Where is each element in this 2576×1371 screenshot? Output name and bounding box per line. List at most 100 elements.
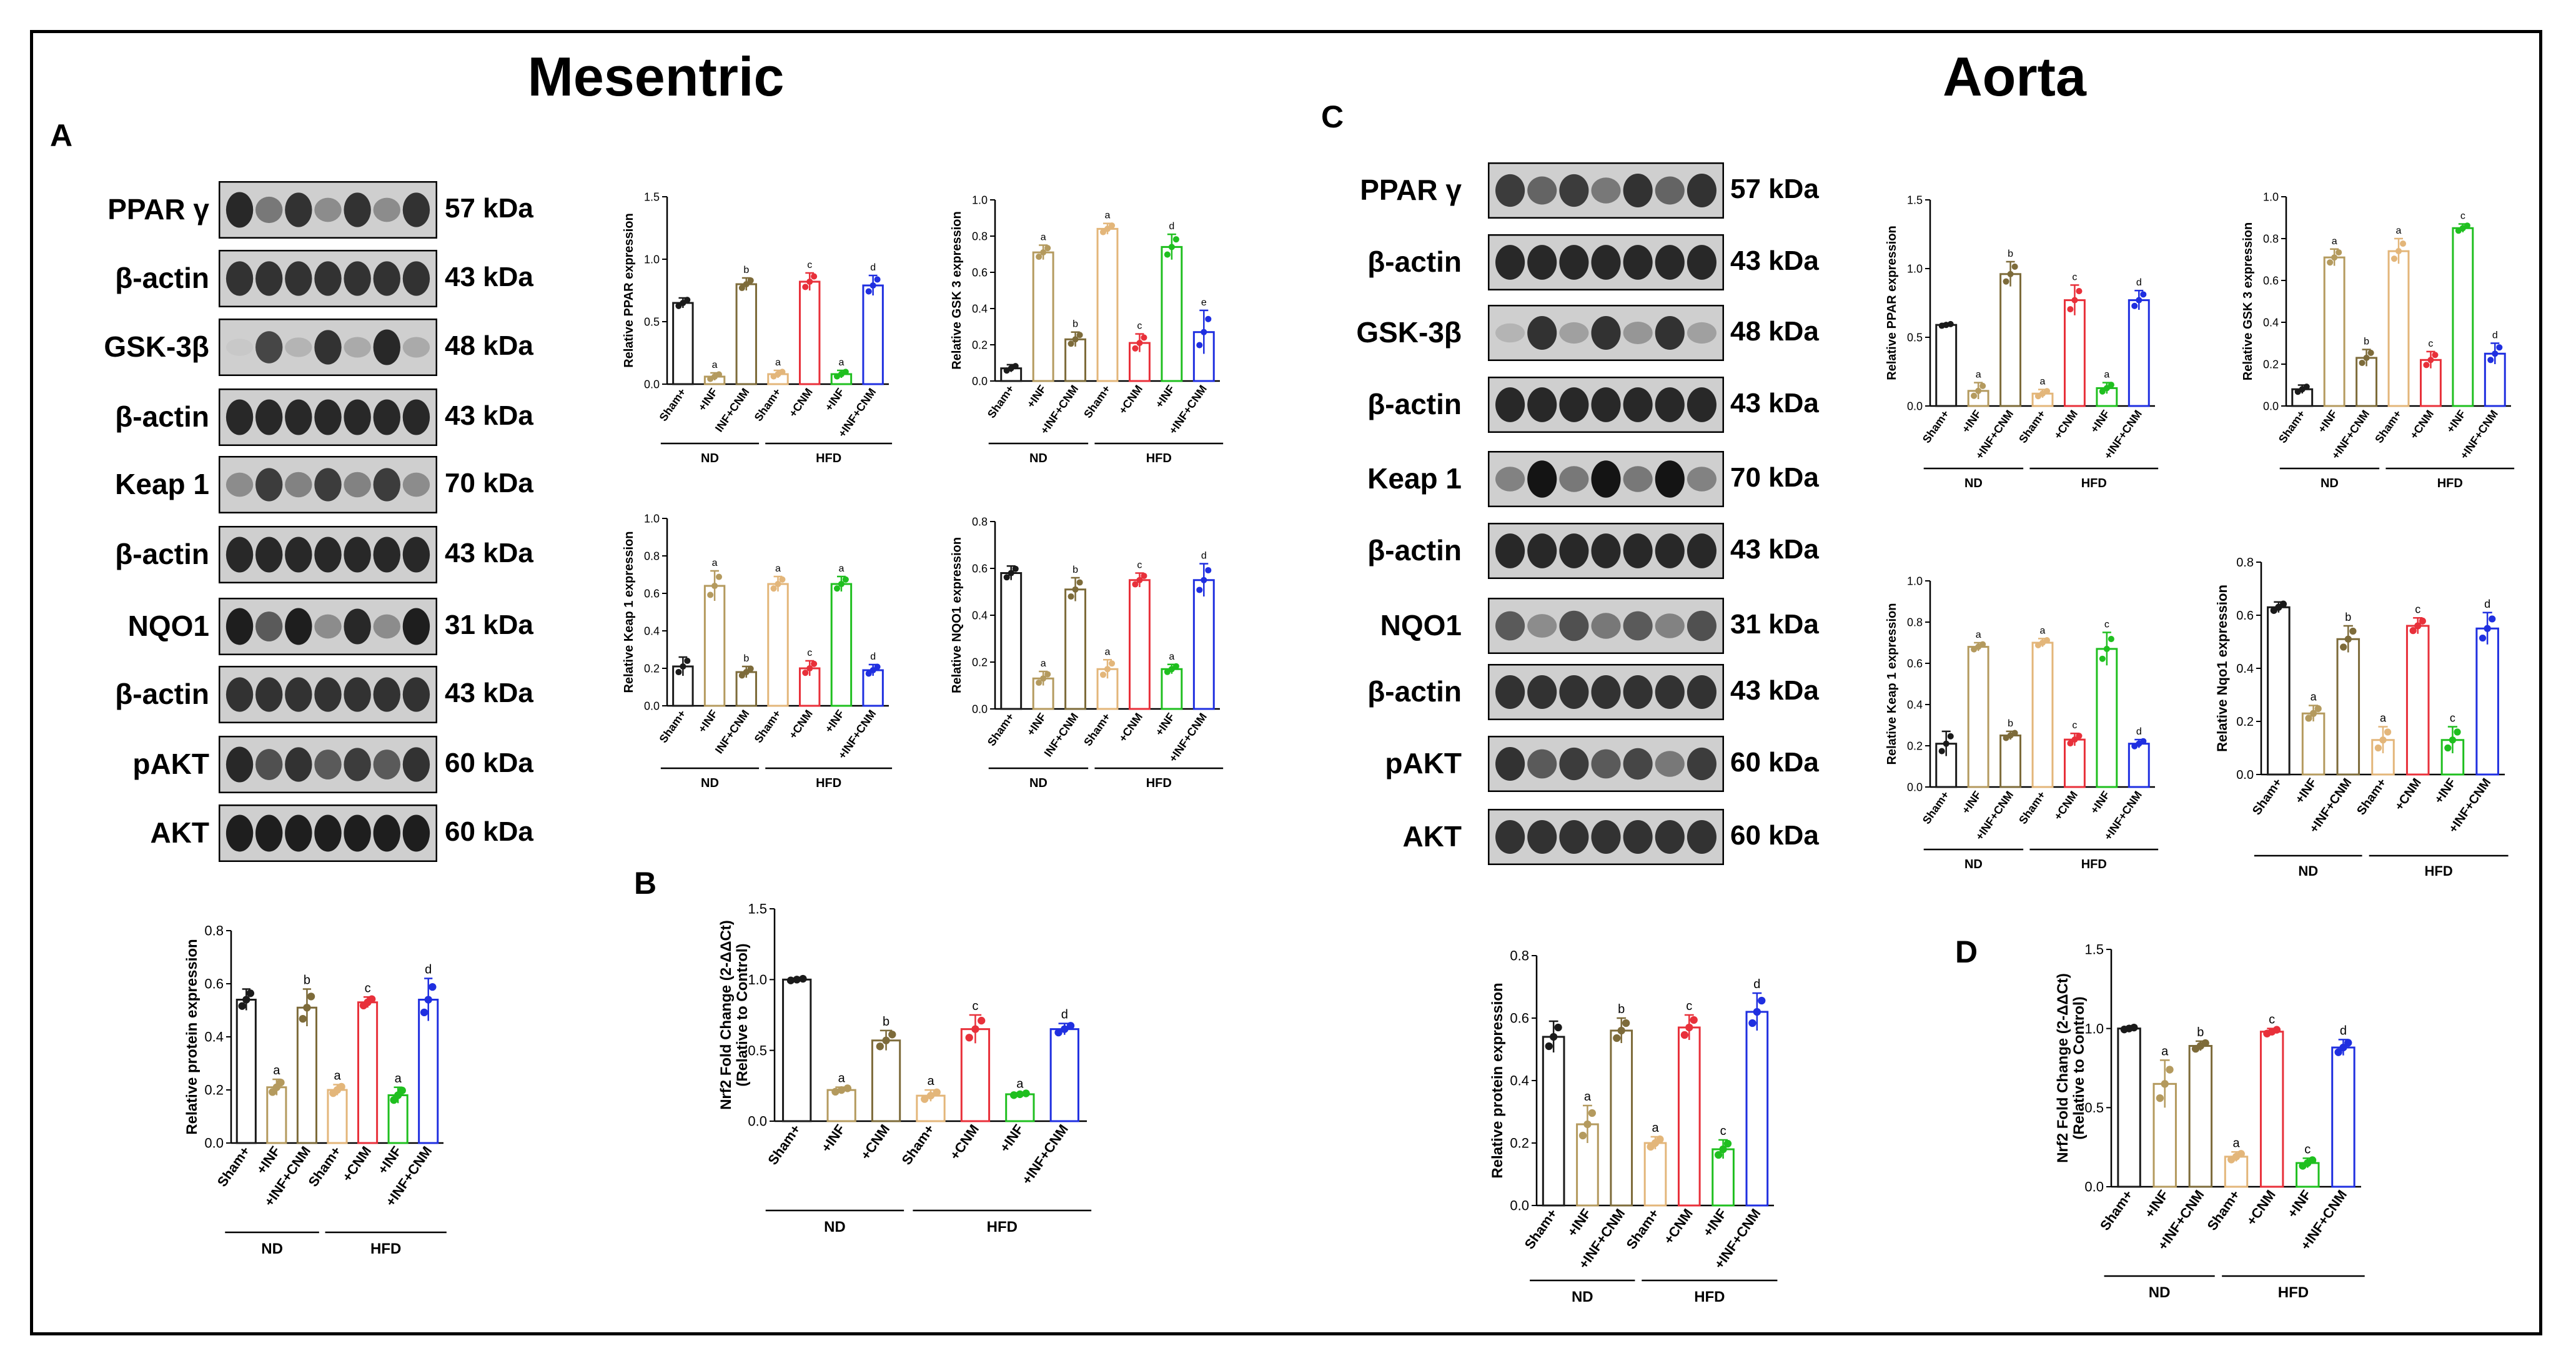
bar-3 xyxy=(1643,1142,1667,1207)
data-point xyxy=(238,1002,246,1010)
data-point xyxy=(1753,1007,1761,1016)
data-point xyxy=(1723,1139,1732,1148)
chart-m_keap: 0.0 0.2 0.4 0.6 0.8 1.0 Relative Keap 1 expres… xyxy=(618,509,893,815)
blot-band xyxy=(344,472,371,498)
bar-6 xyxy=(418,999,439,1144)
blot-band xyxy=(402,399,430,435)
data-point xyxy=(2367,349,2374,356)
chart-svg-a_gsk: 0.0 0.2 0.4 0.6 0.8 1.0 Relative GSK 3 express… xyxy=(2241,191,2515,490)
blot-band xyxy=(1559,610,1589,641)
data-point xyxy=(842,369,849,375)
data-point xyxy=(1758,996,1766,1005)
blot-band xyxy=(1527,820,1557,854)
blot-strip-a-9 xyxy=(1488,809,1724,865)
data-point xyxy=(1748,1019,1756,1027)
x-tick-label: Sham+ xyxy=(2372,408,2404,445)
x-tick-label: +INF xyxy=(823,386,847,413)
group-label-hfd: HFD xyxy=(1146,776,1172,790)
x-tick-label: Sham+ xyxy=(2016,408,2048,445)
blot-band xyxy=(1687,387,1717,422)
data-point xyxy=(1554,1023,1562,1032)
data-point xyxy=(869,282,876,289)
blot-band xyxy=(344,814,371,852)
blot-band xyxy=(1623,675,1653,709)
x-tick-label: +CNM xyxy=(2051,789,2080,823)
data-point xyxy=(2479,634,2487,642)
y-tick-label: 0.2 xyxy=(1510,1136,1529,1151)
y-tick-label: 0.2 xyxy=(2236,715,2254,729)
group-label-hfd: HFD xyxy=(2425,863,2453,879)
chart-svg-a_keap: 0.0 0.2 0.4 0.6 0.8 1.0 Relative Keap 1 expres… xyxy=(1885,575,2159,871)
data-point xyxy=(921,1095,929,1103)
blot-label-m-4: Keap 1 xyxy=(115,468,209,500)
bar-4 xyxy=(357,1001,379,1144)
data-point xyxy=(1979,641,1986,648)
data-point xyxy=(711,582,718,590)
significance-letter: a xyxy=(2380,712,2387,725)
blot-band xyxy=(1687,467,1717,492)
blot-band xyxy=(1559,675,1589,709)
blot-label-m-7: β-actin xyxy=(115,678,209,710)
blot-band xyxy=(314,197,342,222)
x-tick-label: +INF xyxy=(2141,1187,2171,1221)
bar-4 xyxy=(960,1028,991,1122)
y-tick-label: 0.2 xyxy=(972,656,988,668)
bar-1 xyxy=(703,585,726,707)
blot-strip-m-3 xyxy=(219,389,437,446)
significance-letter: c xyxy=(2072,720,2077,731)
data-point xyxy=(833,585,841,592)
data-point xyxy=(2166,1066,2174,1074)
blot-band xyxy=(1655,387,1685,422)
data-point xyxy=(965,1034,973,1042)
bar-1 xyxy=(2301,712,2326,776)
blot-band xyxy=(1687,747,1717,781)
blot-band xyxy=(1655,460,1685,498)
blot-kda-m-2: 48 kDa xyxy=(445,330,533,361)
blot-band xyxy=(1591,613,1621,639)
x-tick-label: Sham+ xyxy=(2276,408,2308,445)
y-tick-label: 0.6 xyxy=(2263,274,2279,287)
title-aorta: Aorta xyxy=(1943,46,2086,107)
blot-band xyxy=(1623,174,1653,207)
blot-band xyxy=(255,537,283,573)
y-axis-label: Relative PPAR expression xyxy=(622,213,636,368)
x-tick-label: +INF xyxy=(2088,408,2112,435)
x-tick-label: +INF xyxy=(823,708,847,735)
blot-band xyxy=(285,472,312,498)
blot-band xyxy=(344,399,371,435)
blot-band xyxy=(1559,322,1589,344)
data-point xyxy=(1068,593,1074,600)
y-tick-label: 0.5 xyxy=(2084,1100,2104,1116)
x-tick-label: +CNM xyxy=(786,386,815,420)
data-point xyxy=(2136,297,2143,304)
y-tick-label: 0.6 xyxy=(644,587,660,600)
blot-band xyxy=(314,399,342,435)
data-point xyxy=(779,576,786,583)
blot-band xyxy=(225,261,254,296)
chart-svg-a_prot: 0.0 0.2 0.4 0.6 0.8 Relative protein expressi… xyxy=(1489,948,1778,1305)
data-point xyxy=(882,1036,890,1044)
data-point xyxy=(1613,1034,1621,1042)
y-tick-label: 0.0 xyxy=(2263,400,2279,412)
blot-band xyxy=(285,747,312,782)
bar-0 xyxy=(2267,606,2291,776)
data-point xyxy=(1578,1131,1587,1140)
group-label-nd: ND xyxy=(2321,477,2339,490)
significance-letter: b xyxy=(743,265,749,275)
data-point xyxy=(1938,748,1945,755)
blot-label-a-1: β-actin xyxy=(1367,245,1462,278)
blot-band xyxy=(402,337,430,358)
blot-band xyxy=(1495,467,1525,492)
significance-letter: a xyxy=(1584,1090,1592,1104)
data-point xyxy=(2303,384,2310,390)
chart-svg-m_gsk: 0.0 0.2 0.4 0.6 0.8 1.0 Relative GSK 3 express… xyxy=(950,194,1224,465)
y-tick-label: 0.0 xyxy=(644,700,660,712)
chart-m_ppar: 0.0 0.5 1.0 1.5 Relative PPAR expression Sham… xyxy=(618,187,893,490)
x-tick-label: +INF xyxy=(2444,408,2468,435)
data-point xyxy=(2071,736,2078,743)
data-point xyxy=(420,1008,429,1017)
y-tick-label: 0.0 xyxy=(2236,768,2254,782)
data-point xyxy=(1008,570,1014,577)
blot-label-m-5: β-actin xyxy=(115,538,209,570)
